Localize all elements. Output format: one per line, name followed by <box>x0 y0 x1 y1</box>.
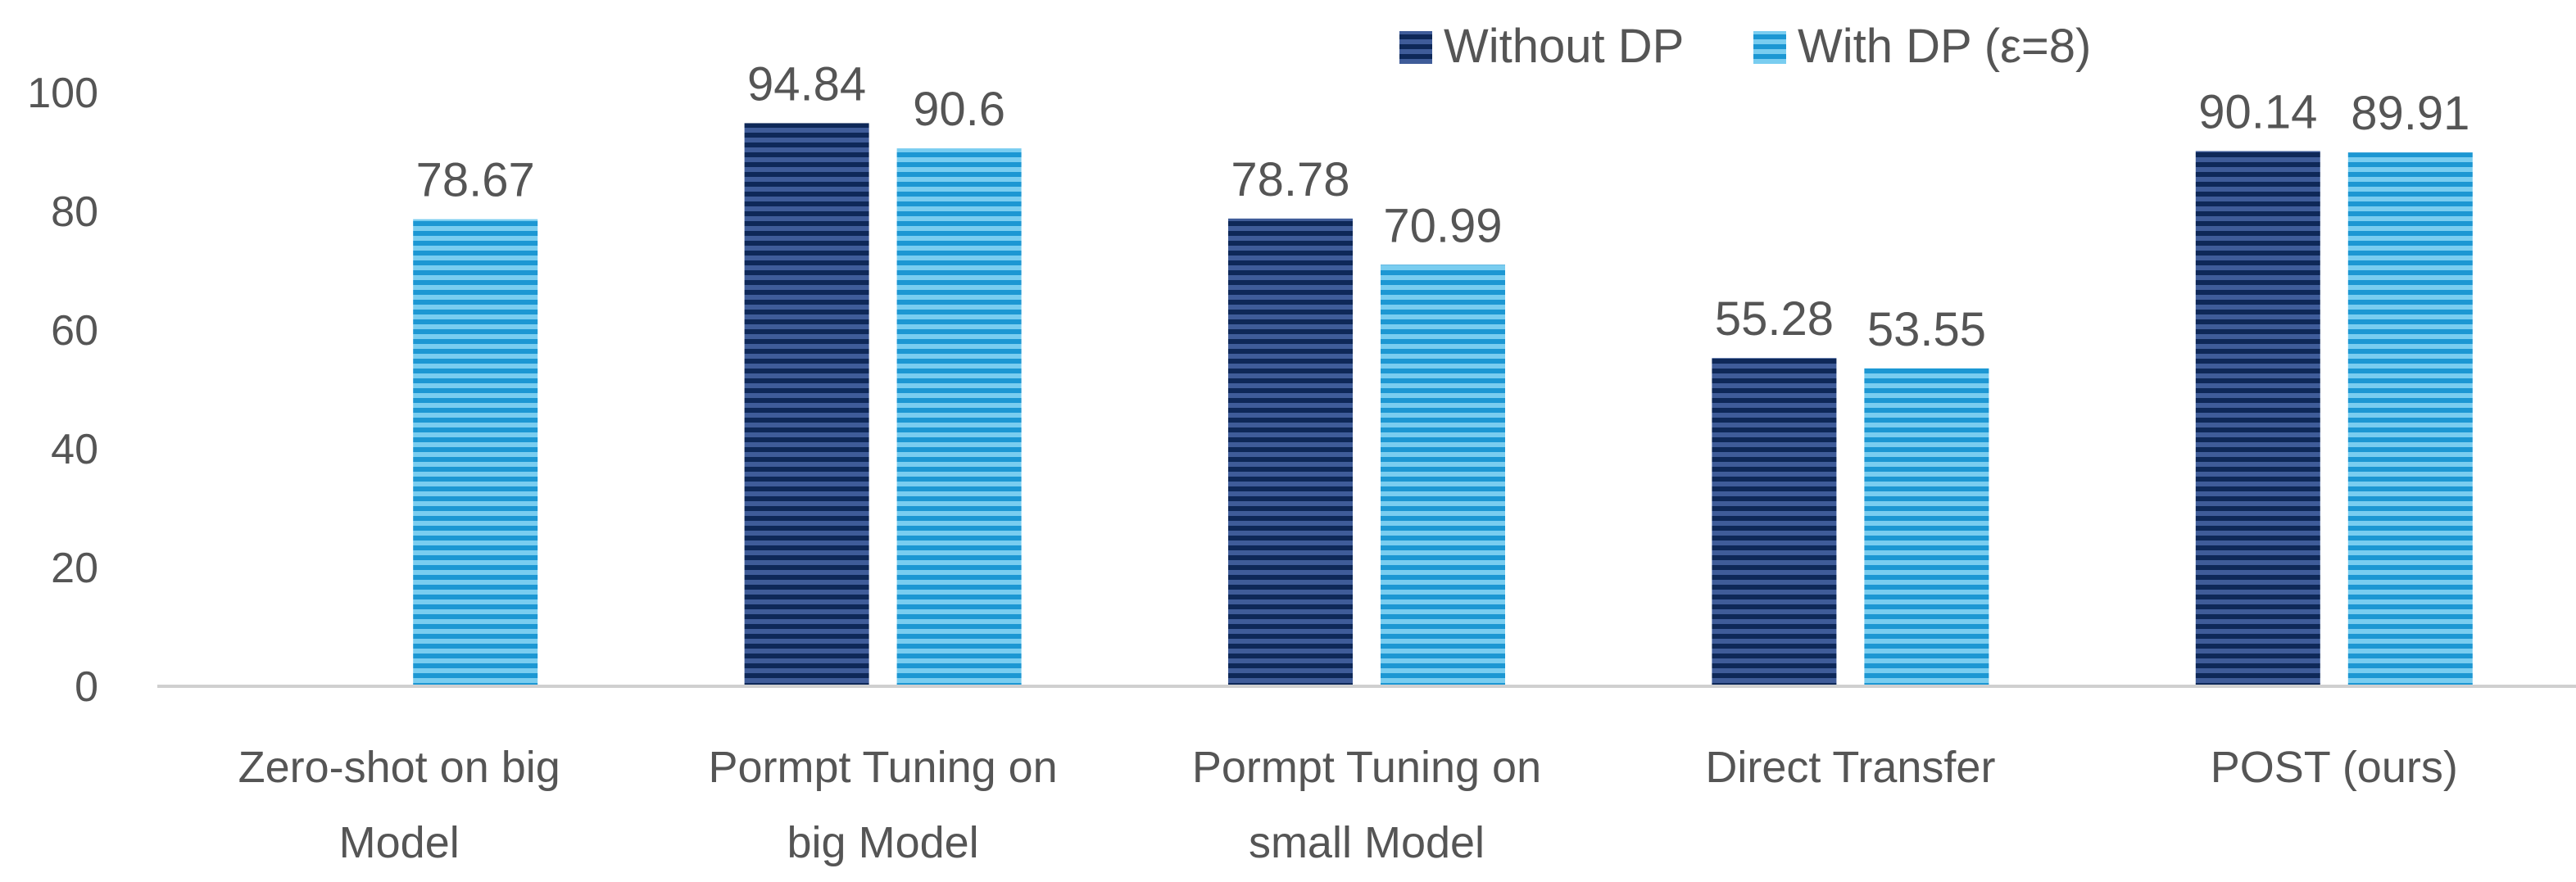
category-label-line: Direct Transfer <box>1705 743 1995 792</box>
data-label: 94.84 <box>747 57 866 111</box>
bar-without-dp <box>744 123 869 686</box>
y-tick-label: 60 <box>51 307 98 355</box>
category-label-line: Pormpt Tuning on <box>1192 743 1541 792</box>
data-label: 89.91 <box>2351 87 2469 140</box>
data-label: 90.14 <box>2198 85 2317 138</box>
category-label-line: POST (ours) <box>2211 743 2458 792</box>
data-label: 70.99 <box>1383 199 1502 252</box>
data-label: 78.78 <box>1231 153 1349 206</box>
category-label: Direct Transfer <box>1705 743 1995 792</box>
data-label: 78.67 <box>416 154 535 207</box>
bar-with-dp <box>413 219 538 687</box>
bar-with-dp <box>1864 368 1989 686</box>
y-tick-label: 100 <box>27 70 98 117</box>
legend: Without DP With DP (ε=8) <box>1399 20 2091 73</box>
category-label-line: big Model <box>787 818 979 867</box>
bars <box>413 123 2473 687</box>
legend-label-without-dp: Without DP <box>1444 20 1684 73</box>
category-label: Pormpt Tuning on big Model <box>708 743 1057 867</box>
category-labels: Zero-shot on big Model Pormpt Tuning on big… <box>238 743 2458 867</box>
category-label-line: small Model <box>1249 818 1485 867</box>
data-label: 55.28 <box>1715 292 1834 346</box>
legend-label-with-dp: With DP (ε=8) <box>1798 20 2091 73</box>
category-label: POST (ours) <box>2211 743 2458 792</box>
category-label: Pormpt Tuning on small Model <box>1192 743 1541 867</box>
bar-without-dp <box>1228 218 1353 687</box>
data-label: 90.6 <box>913 83 1005 136</box>
data-label: 53.55 <box>1867 303 1986 356</box>
category-label-line: Pormpt Tuning on <box>708 743 1057 792</box>
y-axis-ticks: 0 20 40 60 80 100 <box>27 70 98 711</box>
category-label-line: Model <box>339 818 460 867</box>
data-labels: 78.67 94.84 90.6 78.78 70.99 55.28 53.55 90.14 8… <box>416 57 2470 355</box>
y-tick-label: 0 <box>75 663 98 711</box>
bar-with-dp <box>896 148 1022 686</box>
y-tick-label: 80 <box>51 188 98 236</box>
bar-with-dp <box>1381 265 1505 686</box>
y-tick-label: 20 <box>51 545 98 592</box>
legend-swatch-with-dp <box>1753 31 1786 64</box>
bar-without-dp <box>2195 151 2320 687</box>
legend-swatch-without-dp <box>1399 31 1432 64</box>
category-label: Zero-shot on big Model <box>238 743 560 867</box>
bar-with-dp <box>2347 152 2473 687</box>
category-label-line: Zero-shot on big <box>238 743 560 792</box>
bar-without-dp <box>1712 358 1837 686</box>
y-tick-label: 40 <box>51 426 98 473</box>
